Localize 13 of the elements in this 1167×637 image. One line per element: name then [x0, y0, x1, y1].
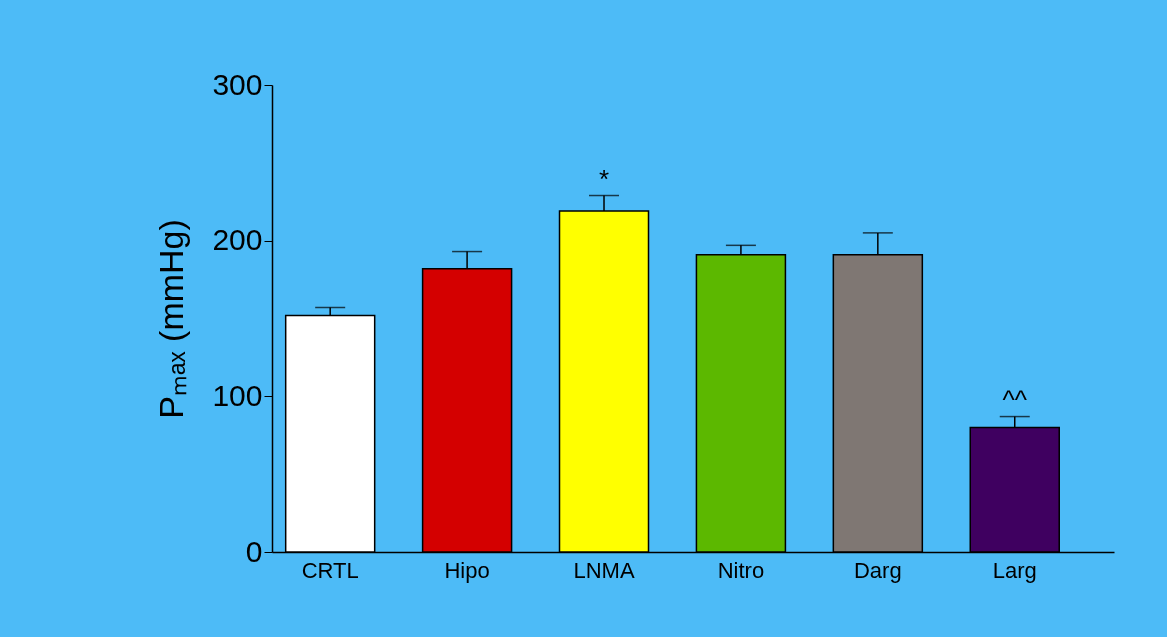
- x-tick-label: Darg: [853, 557, 902, 583]
- annotation: ^^: [1002, 384, 1028, 415]
- y-tick-label: 200: [212, 223, 263, 257]
- x-tick-label: LNMA: [573, 557, 635, 583]
- x-tick-label: Hipo: [444, 557, 490, 583]
- y-axis-title: Pₘₐₓ (mmHg): [152, 219, 191, 419]
- x-tick-label: Nitro: [717, 557, 765, 583]
- y-tick-label: 0: [245, 534, 263, 568]
- x-tick-label: Larg: [992, 557, 1037, 583]
- y-tick-label: 100: [212, 378, 263, 412]
- y-tick-label: 300: [212, 67, 263, 101]
- x-tick-label: CRTL: [301, 557, 359, 583]
- annotation: *: [598, 163, 610, 194]
